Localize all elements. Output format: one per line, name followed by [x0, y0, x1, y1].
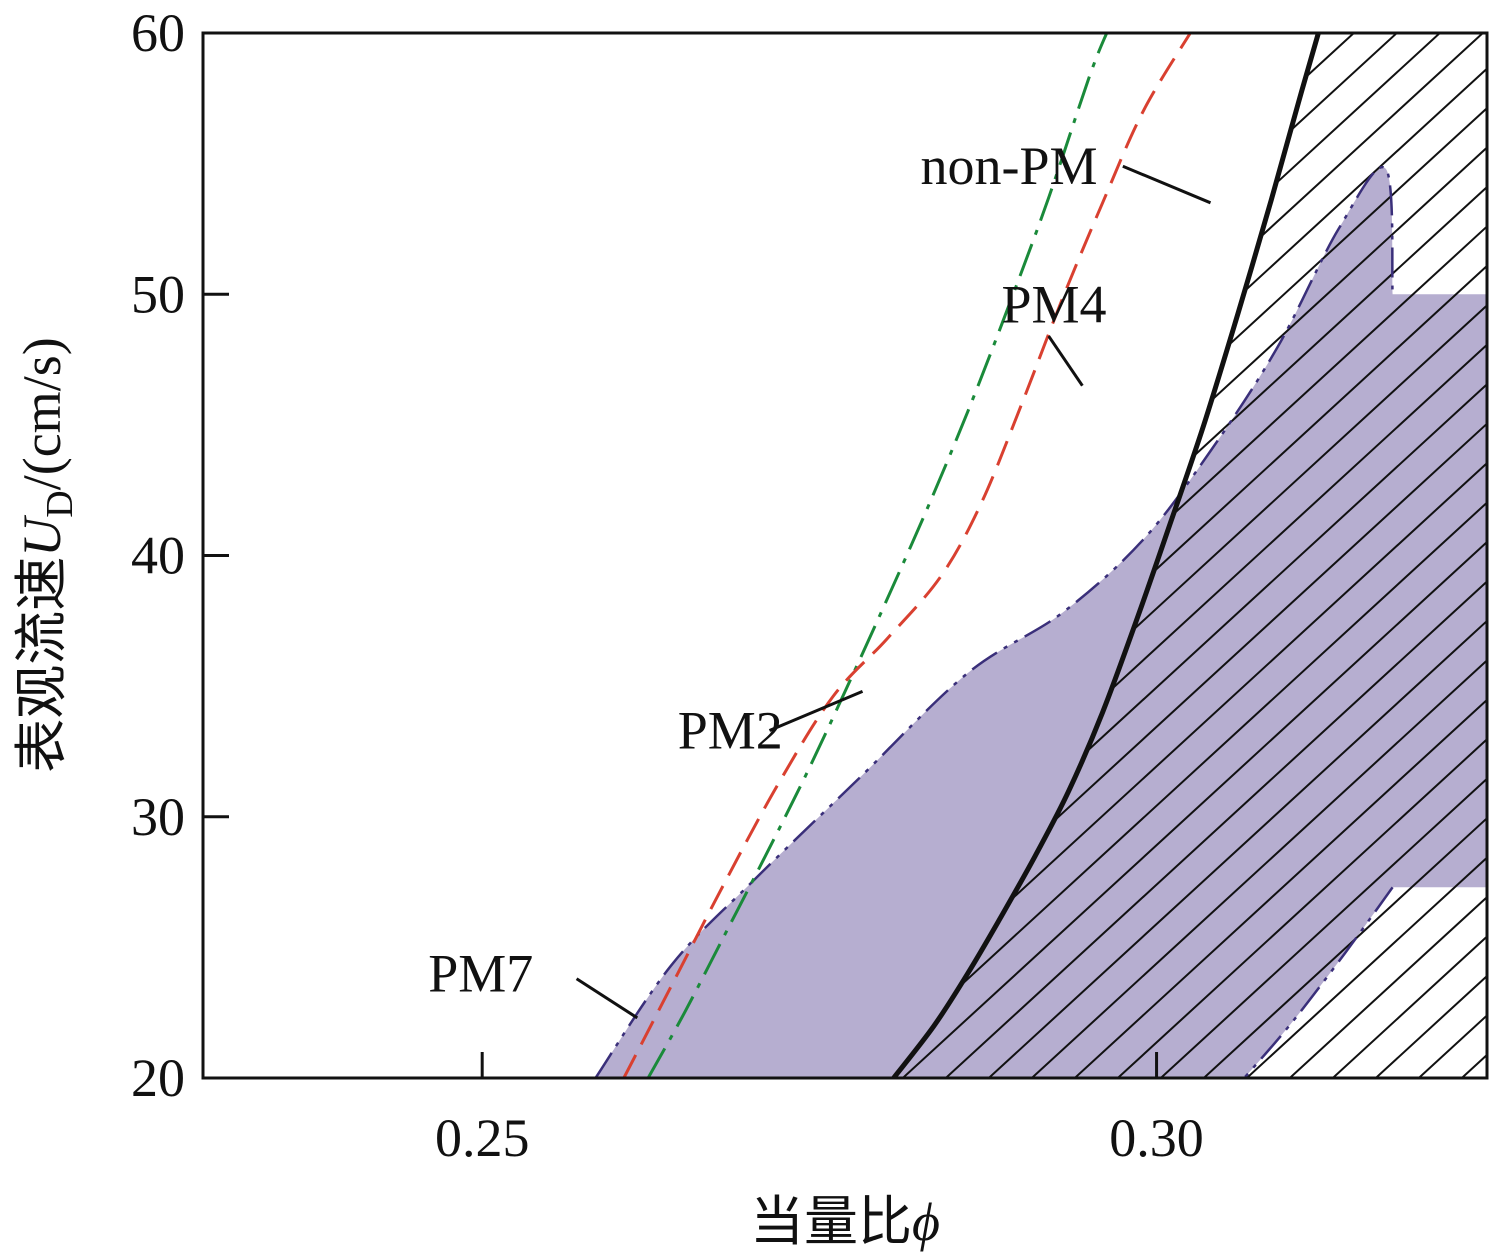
y-axis-unit: /(cm/s) [12, 337, 72, 490]
y-axis-title: 表观流速UD/(cm/s) [10, 337, 81, 772]
series-line-pm7-upper [594, 165, 1394, 1078]
y-tick-label: 60 [131, 3, 185, 63]
y-axis-symbol: U [12, 515, 72, 557]
series-line-pm4 [646, 33, 1109, 1078]
annotation-pointer-pm7 [575, 977, 639, 1020]
hatch-line [1224, 33, 1487, 1078]
hatch-line [1181, 33, 1487, 1078]
annotation-pm4: PM4 [1001, 275, 1106, 335]
x-axis: 0.25 0.30 [435, 1052, 1204, 1168]
annotation-pm7: PM7 [428, 944, 533, 1004]
y-axis: 20 30 40 50 60 [131, 3, 229, 1108]
hatch-line [1052, 33, 1487, 1078]
x-axis-title-text: 当量比 [750, 1190, 912, 1253]
hatch-line [0, 13, 559, 1098]
series-line-pm7-lower [1243, 886, 1394, 1078]
hatch-line [893, 33, 1487, 1078]
y-axis-subscript: D [39, 490, 81, 517]
hatch-line [1095, 33, 1487, 1078]
x-axis-symbol: ϕ [912, 1192, 940, 1252]
hatch-line [0, 13, 645, 1098]
x-axis-title: 当量比ϕ [750, 1190, 940, 1253]
hatch-line [923, 33, 1487, 1078]
hatch-line [0, 13, 774, 1098]
y-tick-label: 20 [131, 1048, 185, 1108]
hatch-line [0, 13, 817, 1098]
pm7-region-fill [595, 167, 1487, 1078]
hatch-line [893, 33, 1487, 1078]
hatch-line [0, 13, 731, 1098]
hatch-line [1267, 33, 1487, 1078]
hatch-line [893, 33, 1487, 1078]
hatch-line [0, 13, 602, 1098]
hatch-line [893, 33, 1487, 1078]
y-tick-label: 40 [131, 526, 185, 586]
annotation-non-pm: non-PM [921, 136, 1098, 196]
x-tick-label: 0.30 [1109, 1108, 1204, 1168]
series-line-non-pm [891, 33, 1321, 1078]
hatch-line [1138, 33, 1487, 1078]
plot-area [0, 13, 1487, 1098]
annotation-pointer-pm2 [768, 689, 864, 732]
series-line-pm2 [622, 33, 1192, 1078]
hatch-line [1009, 33, 1487, 1078]
annotation-pm2: PM2 [678, 701, 783, 761]
annotation-pointer-non-pm [1122, 164, 1212, 205]
y-tick-label: 50 [131, 264, 185, 324]
annotation-pointer-pm4 [1047, 335, 1084, 387]
annotations: non-PM PM4 PM2 PM7 [428, 136, 1212, 1020]
x-tick-label: 0.25 [435, 1108, 530, 1168]
hatch-line [966, 33, 1487, 1078]
hatch-line [0, 13, 516, 1098]
y-tick-label: 30 [131, 787, 185, 847]
hatch-line [893, 33, 1487, 1078]
hatch-line [0, 13, 688, 1098]
y-axis-title-text: 表观流速 [10, 557, 73, 773]
